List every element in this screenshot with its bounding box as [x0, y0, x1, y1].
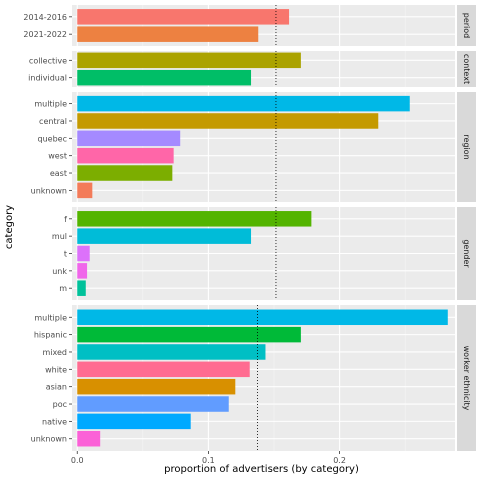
facet-strip	[457, 92, 476, 202]
y-tick-label: mul	[52, 232, 67, 241]
y-tick-label: east	[50, 169, 67, 178]
bar[interactable]	[77, 165, 173, 181]
y-tick-label: m	[59, 284, 67, 293]
bar[interactable]	[77, 245, 90, 262]
bar[interactable]	[77, 113, 379, 129]
y-tick-label: 2014-2016	[23, 13, 67, 22]
bar[interactable]	[77, 430, 101, 447]
bar[interactable]	[77, 228, 252, 244]
y-tick-label: hispanic	[34, 331, 67, 340]
bar[interactable]	[77, 361, 250, 378]
bar[interactable]	[77, 147, 174, 164]
bar[interactable]	[77, 52, 301, 69]
y-tick-label: asian	[46, 383, 67, 392]
x-tick-label: 0.2	[333, 456, 346, 465]
facet-strip	[457, 5, 476, 46]
facet-strip-label: period	[462, 13, 471, 38]
bar[interactable]	[77, 396, 229, 412]
facet-strip-label: worker ethnicity	[462, 346, 471, 411]
bar[interactable]	[77, 413, 191, 430]
y-tick-label: individual	[28, 74, 67, 83]
y-tick-label: multiple	[34, 100, 67, 109]
x-tick-label: 0.0	[71, 456, 84, 465]
y-tick-label: unk	[52, 267, 67, 276]
bar[interactable]	[77, 182, 93, 199]
y-tick-label: native	[42, 417, 67, 426]
bar[interactable]	[77, 9, 290, 25]
facet-strip-label: context	[462, 54, 471, 84]
bar[interactable]	[77, 26, 259, 42]
facet-strip-label: region	[462, 134, 471, 159]
y-tick-label: central	[39, 117, 67, 126]
y-tick-label: t	[64, 250, 67, 259]
y-tick-label: unknown	[31, 186, 67, 195]
y-tick-label: quebec	[38, 134, 67, 143]
y-tick-label: west	[48, 152, 67, 161]
y-tick-label: f	[64, 215, 67, 224]
bar[interactable]	[77, 309, 448, 326]
bar[interactable]	[77, 344, 266, 360]
bar[interactable]	[77, 130, 181, 147]
bar[interactable]	[77, 280, 86, 296]
y-tick-label: 2021-2022	[23, 30, 67, 39]
y-tick-label: unknown	[31, 435, 67, 444]
x-axis-title: proportion of advertisers (by category)	[164, 464, 359, 475]
facet-strip	[457, 51, 476, 87]
x-tick-label: 0.1	[202, 456, 215, 465]
bar[interactable]	[77, 326, 301, 343]
y-tick-label: mixed	[42, 348, 67, 357]
y-tick-label: multiple	[34, 313, 67, 322]
bar[interactable]	[77, 95, 410, 112]
y-tick-label: poc	[53, 400, 67, 409]
y-tick-label: collective	[29, 56, 67, 65]
bar[interactable]	[77, 378, 236, 395]
y-axis-title: category	[4, 205, 15, 249]
facet-strip	[457, 305, 476, 451]
bar[interactable]	[77, 69, 252, 86]
y-tick-label: white	[45, 365, 67, 374]
bar[interactable]	[77, 263, 88, 279]
facet-strip	[457, 207, 476, 300]
facet-strip-label: gender	[462, 239, 471, 268]
bar[interactable]	[77, 211, 312, 227]
